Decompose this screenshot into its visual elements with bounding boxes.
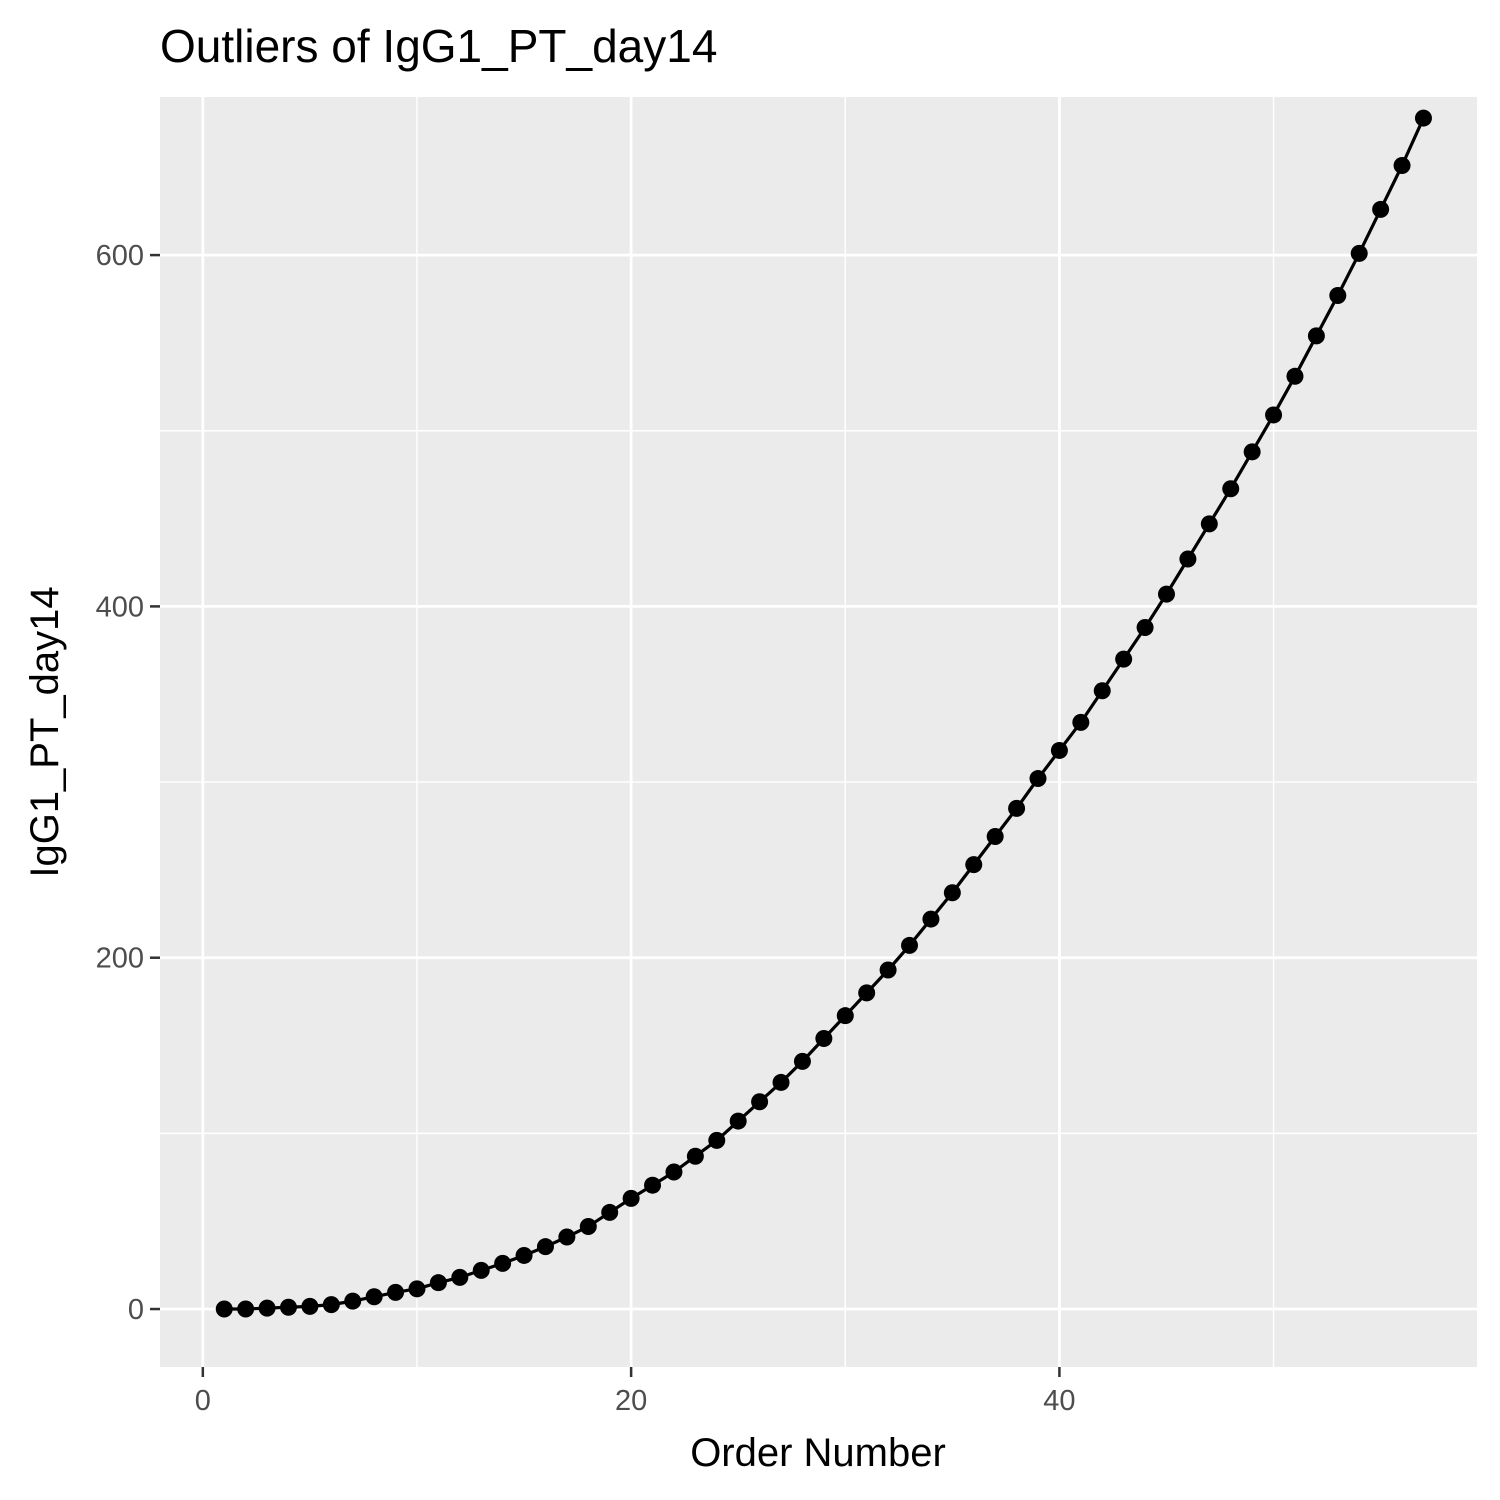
data-point xyxy=(515,1246,533,1264)
data-point xyxy=(836,1007,854,1025)
data-point xyxy=(344,1292,362,1310)
y-tick-label: 600 xyxy=(96,240,144,272)
data-point xyxy=(237,1300,255,1318)
data-point xyxy=(665,1163,683,1181)
data-point xyxy=(708,1131,726,1149)
x-tick-label: 0 xyxy=(195,1385,211,1417)
data-point xyxy=(1243,443,1261,461)
y-tick-label: 200 xyxy=(96,943,144,975)
data-point xyxy=(1072,713,1090,731)
data-point xyxy=(1050,741,1068,759)
minor-gridlines xyxy=(160,97,1477,1367)
data-point xyxy=(1329,286,1347,304)
data-point xyxy=(1372,200,1390,218)
data-point xyxy=(322,1296,340,1314)
data-point xyxy=(1093,682,1111,700)
data-point xyxy=(1393,157,1411,175)
data-point xyxy=(965,856,983,874)
data-point xyxy=(1286,367,1304,385)
data-point xyxy=(644,1176,662,1194)
y-tick-label: 400 xyxy=(96,591,144,623)
major-gridlines xyxy=(160,97,1477,1367)
chart-title: Outliers of IgG1_PT_day14 xyxy=(160,20,717,72)
data-point xyxy=(901,936,919,954)
data-point xyxy=(408,1280,426,1298)
data-point xyxy=(258,1299,276,1317)
plot-panel xyxy=(160,97,1477,1367)
data-point xyxy=(215,1300,233,1318)
y-tick-label: 0 xyxy=(128,1294,144,1326)
data-point xyxy=(429,1274,447,1292)
data-point xyxy=(751,1093,769,1111)
data-point xyxy=(1029,770,1047,788)
data-point xyxy=(472,1261,490,1279)
data-point xyxy=(536,1238,554,1256)
data-point xyxy=(451,1268,469,1286)
data-point xyxy=(494,1254,512,1272)
data-point xyxy=(1350,244,1368,262)
data-point xyxy=(879,961,897,979)
data-point xyxy=(579,1217,597,1235)
data-point xyxy=(387,1283,405,1301)
data-point xyxy=(793,1052,811,1070)
data-point xyxy=(1157,585,1175,603)
data-point xyxy=(365,1288,383,1306)
data-point xyxy=(1222,480,1240,498)
data-point xyxy=(922,910,940,928)
axis-ticks xyxy=(150,253,1061,1377)
data-point xyxy=(1414,109,1432,127)
data-point xyxy=(1115,650,1133,668)
x-axis-title: Order Number xyxy=(690,1431,946,1475)
data-point xyxy=(943,884,961,902)
series-points-group xyxy=(215,109,1432,1318)
x-tick-label: 20 xyxy=(615,1385,647,1417)
data-point xyxy=(729,1112,747,1130)
data-point xyxy=(1200,515,1218,533)
data-point xyxy=(622,1189,640,1207)
data-point xyxy=(1179,550,1197,568)
y-axis-title: IgG1_PT_day14 xyxy=(23,586,67,877)
data-point xyxy=(986,828,1004,846)
data-point xyxy=(301,1297,319,1315)
data-point xyxy=(772,1073,790,1091)
data-point xyxy=(1265,406,1283,424)
data-point xyxy=(1008,799,1026,817)
data-point xyxy=(815,1030,833,1048)
data-point xyxy=(279,1298,297,1316)
x-tick-label: 40 xyxy=(1043,1385,1075,1417)
data-point xyxy=(601,1203,619,1221)
data-point xyxy=(1136,618,1154,636)
data-point xyxy=(686,1147,704,1165)
data-point xyxy=(558,1228,576,1246)
data-point xyxy=(1307,327,1325,345)
data-point xyxy=(858,984,876,1002)
